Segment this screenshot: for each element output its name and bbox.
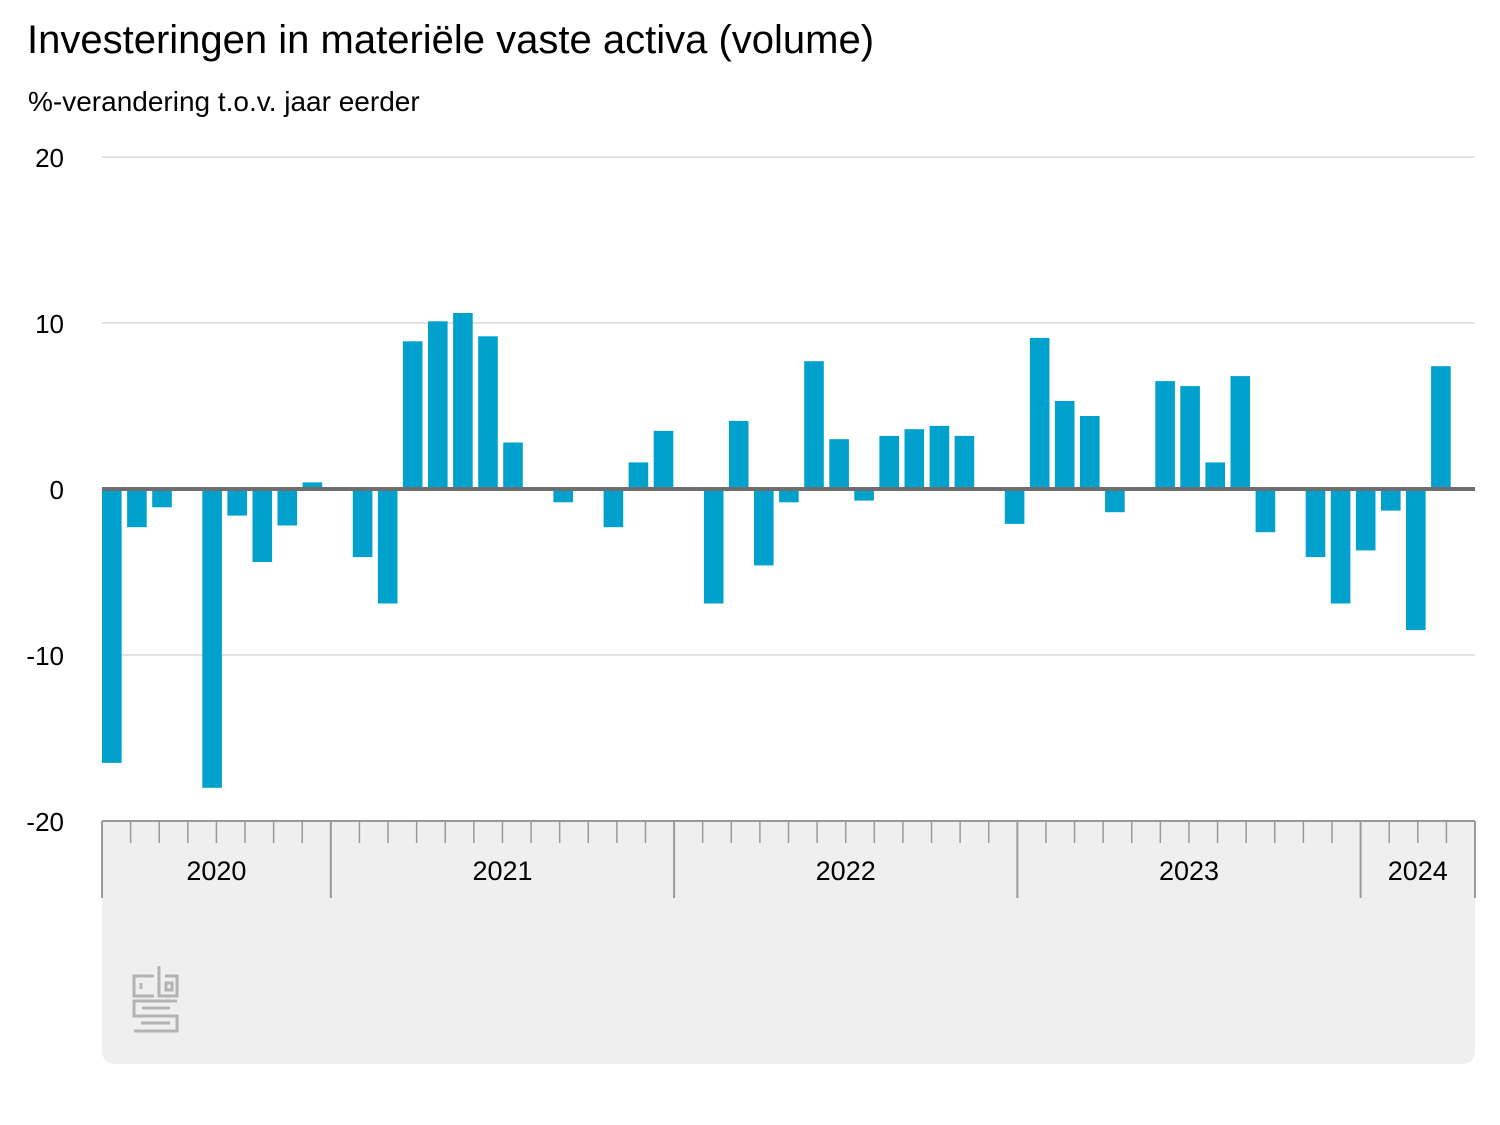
bar <box>402 341 423 489</box>
bar <box>553 489 573 503</box>
cbs-logo <box>132 966 179 1033</box>
bar <box>277 489 298 526</box>
bar <box>603 489 624 528</box>
bar <box>728 420 749 489</box>
bar <box>653 430 674 489</box>
bar <box>478 336 498 489</box>
bar <box>453 313 473 489</box>
bar <box>1105 489 1125 513</box>
y-axis-ticks: 20 10 0 -10 -20 <box>26 143 64 837</box>
bar <box>1054 401 1075 489</box>
bar <box>754 489 774 566</box>
bar <box>1330 489 1351 604</box>
bar <box>1180 386 1200 489</box>
bar <box>904 429 925 489</box>
x-year-label: 2023 <box>1159 856 1219 886</box>
bar <box>1406 489 1426 631</box>
bar <box>1305 489 1326 558</box>
bar <box>227 489 247 516</box>
x-year-label: 2024 <box>1388 856 1448 886</box>
bar <box>1205 462 1225 489</box>
y-tick-label: -10 <box>26 641 64 671</box>
bar <box>252 489 273 562</box>
bar <box>503 442 523 489</box>
bar <box>152 489 172 508</box>
bar <box>1230 376 1251 489</box>
bar <box>628 462 649 489</box>
bar <box>1355 489 1376 551</box>
y-tick-label: 10 <box>35 309 64 339</box>
bar <box>879 435 899 489</box>
x-axis-year-labels: 2020 2021 2022 2023 2024 <box>186 856 1447 886</box>
bar <box>127 489 147 528</box>
bar <box>302 482 323 489</box>
bar <box>703 489 724 604</box>
x-year-label: 2021 <box>472 856 532 886</box>
bar <box>1431 366 1451 489</box>
y-tick-label: -20 <box>26 807 64 837</box>
bar <box>829 439 849 489</box>
bar <box>779 489 799 503</box>
y-tick-label: 0 <box>50 475 64 505</box>
bar <box>804 361 824 489</box>
bar <box>428 321 448 489</box>
bars <box>102 313 1451 788</box>
bar <box>1080 416 1100 489</box>
bar <box>1155 381 1175 489</box>
x-axis-ticks <box>101 821 1476 898</box>
x-year-label: 2022 <box>816 856 876 886</box>
bar <box>1255 489 1276 533</box>
x-year-label: 2020 <box>186 856 246 886</box>
bar <box>1381 489 1401 511</box>
y-tick-label: 20 <box>35 143 64 173</box>
x-axis-band <box>102 820 1475 1064</box>
bar <box>929 425 950 489</box>
chart-title: Investeringen in materiële vaste activa … <box>27 18 875 62</box>
bar <box>854 489 874 501</box>
chart-subtitle: %-verandering t.o.v. jaar eerder <box>28 86 420 117</box>
bar <box>352 489 373 558</box>
bar <box>377 489 398 604</box>
bar <box>1029 337 1050 489</box>
bar <box>202 489 222 788</box>
bar <box>102 489 122 763</box>
bar <box>1004 489 1025 524</box>
gridlines <box>102 156 1475 656</box>
bar <box>954 435 975 489</box>
